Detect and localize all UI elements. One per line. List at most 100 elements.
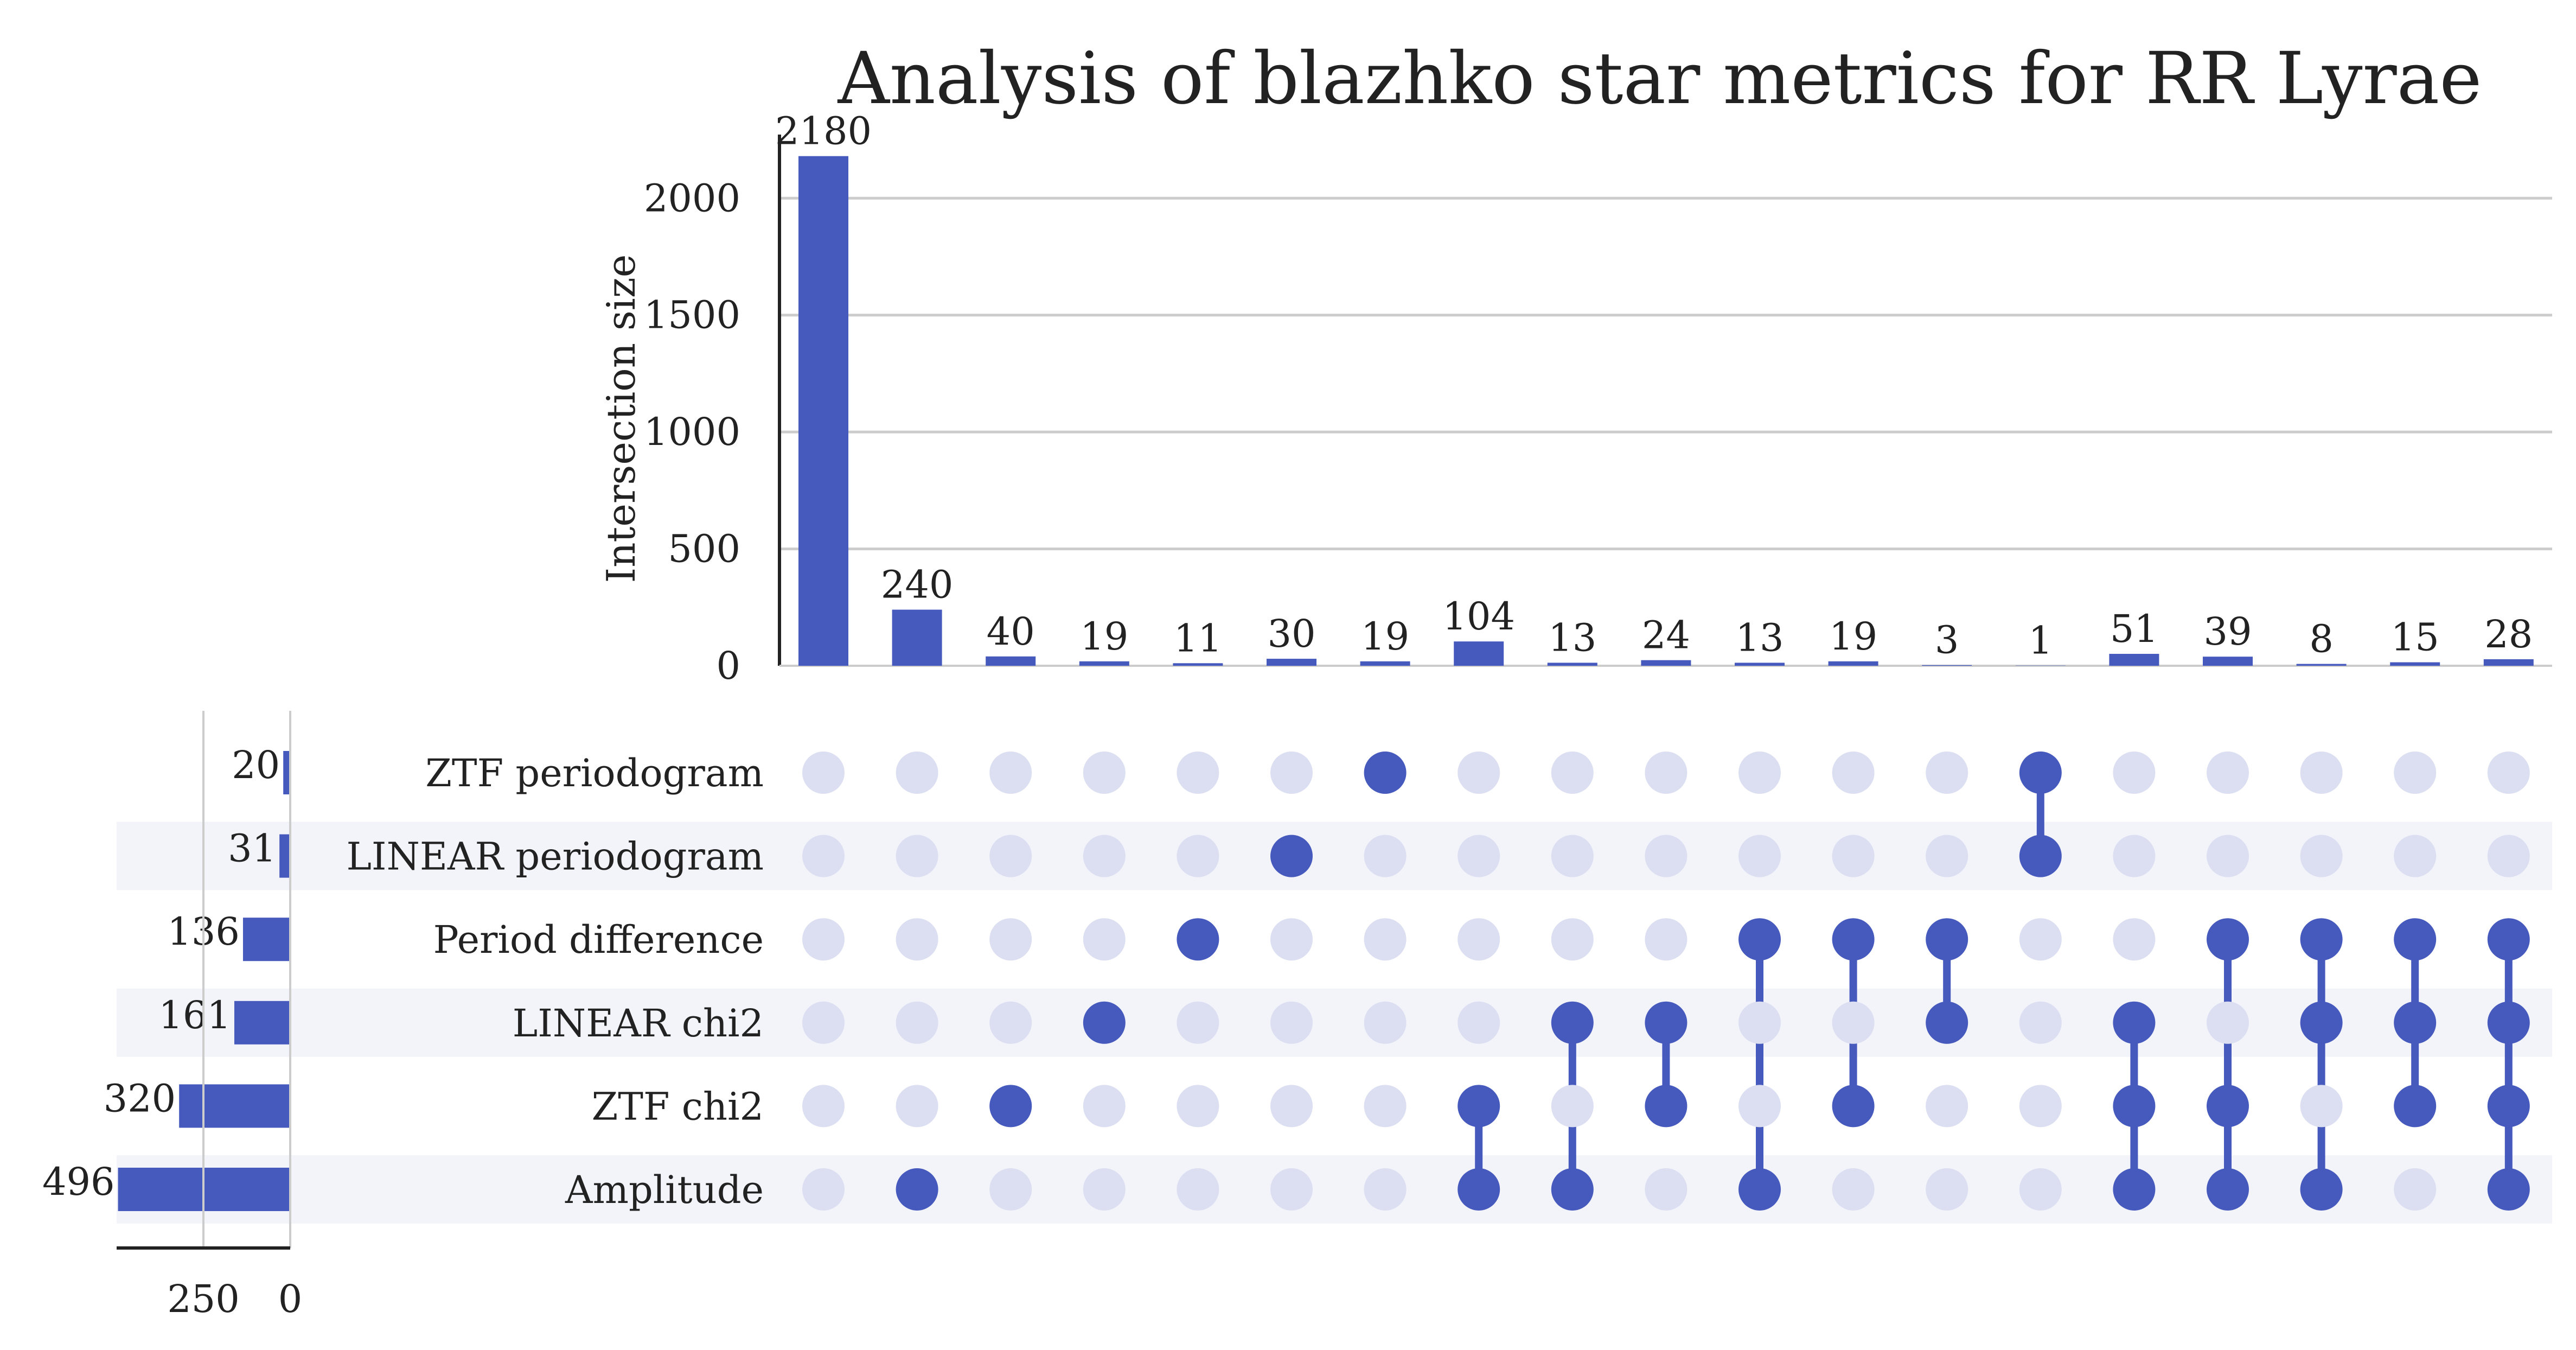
matrix-row-stripes — [117, 822, 2552, 1224]
membership-dot-inactive — [2113, 918, 2156, 961]
membership-dot-inactive — [802, 752, 845, 794]
membership-dot-inactive — [2487, 835, 2530, 877]
membership-dot-active — [1270, 835, 1313, 877]
intersection-bars — [798, 156, 2534, 666]
membership-dot-inactive — [2113, 835, 2156, 877]
membership-dot-active — [2300, 1168, 2343, 1211]
membership-dot-inactive — [1270, 918, 1313, 961]
intersection-bar — [1735, 663, 1785, 666]
set-size-label: 31 — [228, 826, 276, 871]
membership-dot-inactive — [1177, 1085, 1219, 1128]
membership-dot-active — [2113, 1168, 2156, 1211]
intersection-bar — [1079, 661, 1129, 666]
membership-dot-inactive — [2019, 1001, 2062, 1044]
membership-dot-inactive — [1083, 835, 1126, 877]
membership-dot-inactive — [1458, 835, 1500, 877]
membership-dot-active — [1738, 1168, 1781, 1211]
membership-dot-inactive — [1270, 1085, 1313, 1128]
bar-value-label: 13 — [1548, 615, 1596, 660]
membership-dot-inactive — [1926, 1085, 1968, 1128]
set-size-label: 161 — [158, 993, 231, 1037]
membership-dot-inactive — [1364, 1168, 1407, 1211]
set-name-labels: ZTF periodogram LINEAR periodogram Period … — [346, 751, 764, 1212]
membership-dot-active — [1551, 1168, 1594, 1211]
membership-dot-inactive — [896, 1001, 938, 1044]
bar-value-label: 3 — [1935, 618, 1959, 663]
set-name-label: LINEAR chi2 — [513, 1001, 764, 1046]
membership-dot-inactive — [1177, 1168, 1219, 1211]
membership-dot-inactive — [1645, 918, 1687, 961]
membership-dot-active — [2019, 752, 2062, 794]
membership-dot-active — [896, 1168, 938, 1211]
y-tick-label: 1500 — [644, 293, 740, 338]
membership-dot-active — [2207, 1085, 2249, 1128]
membership-dot-active — [1738, 918, 1781, 961]
set-size-bar — [242, 918, 290, 961]
membership-dot-active — [2487, 918, 2530, 961]
set-size-tick-label: 250 — [167, 1277, 240, 1321]
set-name-label: LINEAR periodogram — [346, 835, 764, 879]
membership-dot-inactive — [989, 918, 1032, 961]
membership-dot-inactive — [1083, 918, 1126, 961]
intersection-bar — [1360, 661, 1410, 666]
membership-dot-inactive — [1551, 918, 1594, 961]
membership-dot-active — [2487, 1001, 2530, 1044]
membership-dot-inactive — [1364, 1085, 1407, 1128]
bar-value-label: 19 — [1829, 614, 1877, 659]
membership-matrix — [802, 752, 2530, 1211]
bar-value-label: 39 — [2203, 609, 2252, 654]
membership-dot-inactive — [1645, 835, 1687, 877]
membership-dot-inactive — [802, 835, 845, 877]
bar-value-label: 13 — [1735, 615, 1784, 660]
membership-dot-active — [2487, 1085, 2530, 1128]
intersection-bar — [2109, 654, 2159, 666]
bar-value-label: 8 — [2309, 617, 2334, 661]
membership-dot-inactive — [2487, 752, 2530, 794]
set-size-label: 496 — [42, 1160, 115, 1204]
membership-dot-inactive — [2019, 1085, 2062, 1128]
intersection-bar — [1173, 663, 1223, 666]
membership-dot-inactive — [1926, 752, 1968, 794]
membership-dot-inactive — [1270, 1168, 1313, 1211]
intersection-bar — [1267, 659, 1316, 666]
membership-dot-active — [2207, 1168, 2249, 1211]
membership-dot-inactive — [1832, 1001, 1875, 1044]
bar-value-label: 40 — [987, 609, 1035, 654]
membership-dot-active — [1458, 1168, 1500, 1211]
membership-dot-inactive — [1551, 835, 1594, 877]
membership-dot-active — [1926, 1001, 1968, 1044]
intersection-bar — [892, 609, 942, 666]
membership-dot-inactive — [1926, 835, 1968, 877]
intersection-bar — [798, 156, 848, 666]
set-name-label: ZTF chi2 — [592, 1084, 764, 1129]
membership-dot-inactive — [1083, 1168, 1126, 1211]
membership-dot-inactive — [1177, 1001, 1219, 1044]
membership-dot-active — [1177, 918, 1219, 961]
y-tick-label: 500 — [668, 527, 740, 571]
membership-dot-active — [2300, 1001, 2343, 1044]
membership-dot-inactive — [2207, 1001, 2249, 1044]
membership-dot-active — [989, 1085, 1032, 1128]
set-size-label: 20 — [232, 743, 280, 787]
bar-value-label: 28 — [2484, 612, 2533, 657]
bar-value-label: 30 — [1267, 612, 1315, 656]
intersection-bar — [2203, 657, 2253, 666]
membership-dot-inactive — [896, 1085, 938, 1128]
membership-dot-inactive — [1738, 1085, 1781, 1128]
bar-value-label: 240 — [881, 563, 954, 607]
membership-dot-inactive — [2207, 752, 2249, 794]
membership-dot-inactive — [1645, 752, 1687, 794]
y-tick-label: 0 — [716, 644, 740, 688]
membership-dot-active — [1926, 918, 1968, 961]
membership-dot-active — [1832, 918, 1875, 961]
intersection-gridlines — [779, 196, 2552, 551]
y-axis-label: Intersection size — [598, 254, 644, 583]
intersection-y-axis: 0 500 1000 1500 2000 — [644, 135, 2552, 688]
membership-dot-active — [2019, 835, 2062, 877]
membership-dot-inactive — [2300, 835, 2343, 877]
membership-dot-inactive — [1645, 1168, 1687, 1211]
membership-dot-active — [1645, 1085, 1687, 1128]
membership-dot-inactive — [1083, 752, 1126, 794]
